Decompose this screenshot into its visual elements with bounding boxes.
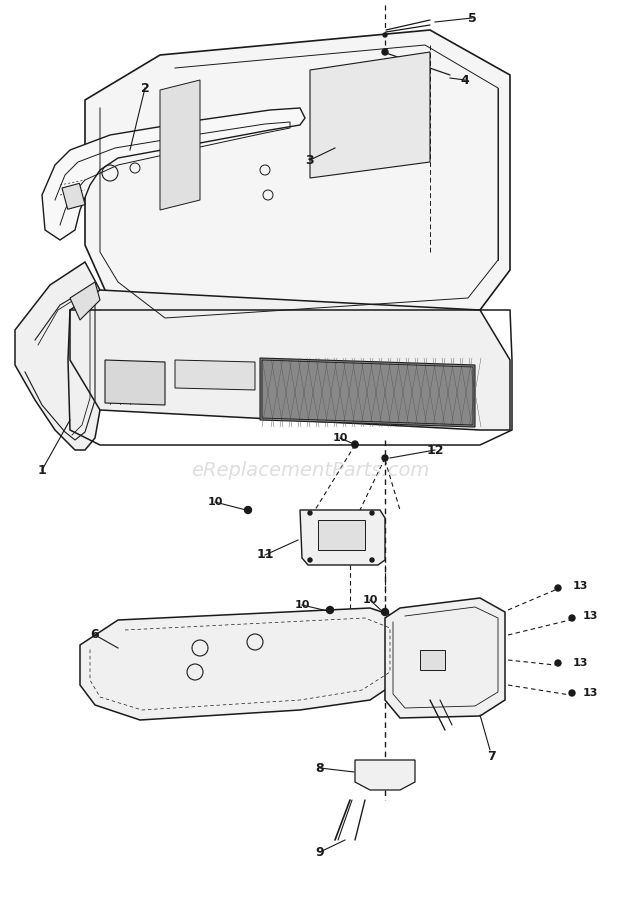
Circle shape — [308, 511, 312, 515]
Polygon shape — [300, 510, 385, 565]
Text: 4: 4 — [461, 73, 469, 87]
Text: 8: 8 — [316, 761, 324, 775]
Polygon shape — [355, 760, 415, 790]
Polygon shape — [42, 108, 305, 240]
Circle shape — [352, 441, 358, 447]
Text: 3: 3 — [306, 153, 314, 167]
Circle shape — [370, 511, 374, 515]
Polygon shape — [260, 358, 475, 427]
Text: 2: 2 — [141, 81, 149, 95]
Circle shape — [555, 585, 561, 591]
Polygon shape — [105, 360, 165, 405]
Circle shape — [555, 660, 561, 666]
Polygon shape — [70, 282, 100, 320]
Text: 13: 13 — [572, 658, 588, 668]
Circle shape — [308, 558, 312, 562]
Text: 7: 7 — [487, 750, 497, 763]
Text: 10: 10 — [362, 595, 378, 605]
Text: 11: 11 — [256, 548, 274, 562]
Text: 10: 10 — [294, 600, 309, 610]
Circle shape — [244, 507, 252, 513]
Polygon shape — [85, 30, 510, 330]
Circle shape — [370, 558, 374, 562]
Polygon shape — [15, 262, 100, 450]
Text: 13: 13 — [582, 688, 598, 698]
Circle shape — [327, 606, 334, 613]
Text: eReplacementParts.com: eReplacementParts.com — [191, 461, 429, 480]
Text: 13: 13 — [572, 581, 588, 591]
Polygon shape — [175, 360, 255, 390]
Text: 10: 10 — [207, 497, 223, 507]
Polygon shape — [310, 52, 430, 178]
Circle shape — [381, 609, 389, 615]
Bar — [62, 183, 85, 209]
Text: 5: 5 — [467, 12, 476, 24]
Text: 6: 6 — [91, 629, 99, 641]
Circle shape — [382, 49, 388, 55]
Polygon shape — [80, 608, 400, 720]
Polygon shape — [70, 290, 510, 430]
Text: 1: 1 — [38, 464, 46, 476]
Polygon shape — [160, 80, 200, 210]
Circle shape — [382, 455, 388, 461]
Text: 9: 9 — [316, 845, 324, 859]
Circle shape — [383, 33, 387, 37]
Text: 10: 10 — [332, 433, 348, 443]
Bar — [420, 650, 445, 670]
Circle shape — [569, 615, 575, 621]
Polygon shape — [318, 520, 365, 550]
Circle shape — [569, 690, 575, 696]
Text: 13: 13 — [582, 611, 598, 621]
Circle shape — [352, 442, 358, 448]
Text: 12: 12 — [427, 444, 444, 456]
Polygon shape — [385, 598, 505, 718]
